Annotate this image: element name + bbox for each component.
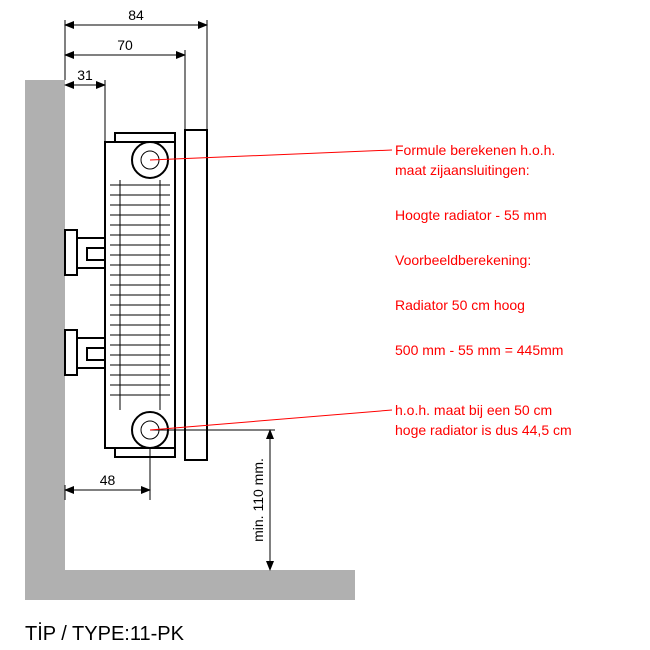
annotation-text: Formule berekenen h.o.h. maat zijaanslui… [395,142,572,438]
dim-48-label: 48 [100,472,116,488]
dim-min110-label: min. 110 mm. [250,458,266,542]
anno-line8: hoge radiator is dus 44,5 cm [395,422,572,438]
radiator-body [105,130,207,460]
anno-line1: Formule berekenen h.o.h. [395,142,555,158]
mounting-bracket [65,230,105,375]
anno-line6: 500 mm - 55 mm = 445mm [395,342,563,358]
anno-line2: maat zijaansluitingen: [395,162,530,178]
dim-70-label: 70 [117,37,133,53]
anno-line7: h.o.h. maat bij een 50 cm [395,402,552,418]
anno-line5: Radiator 50 cm hoog [395,297,525,313]
anno-line3: Hoogte radiator - 55 mm [395,207,547,223]
dim-31-label: 31 [77,67,93,83]
dim-84-label: 84 [128,7,144,23]
type-label: TİP / TYPE:11-PK [25,622,185,645]
anno-line4: Voorbeeldberekening: [395,252,531,268]
